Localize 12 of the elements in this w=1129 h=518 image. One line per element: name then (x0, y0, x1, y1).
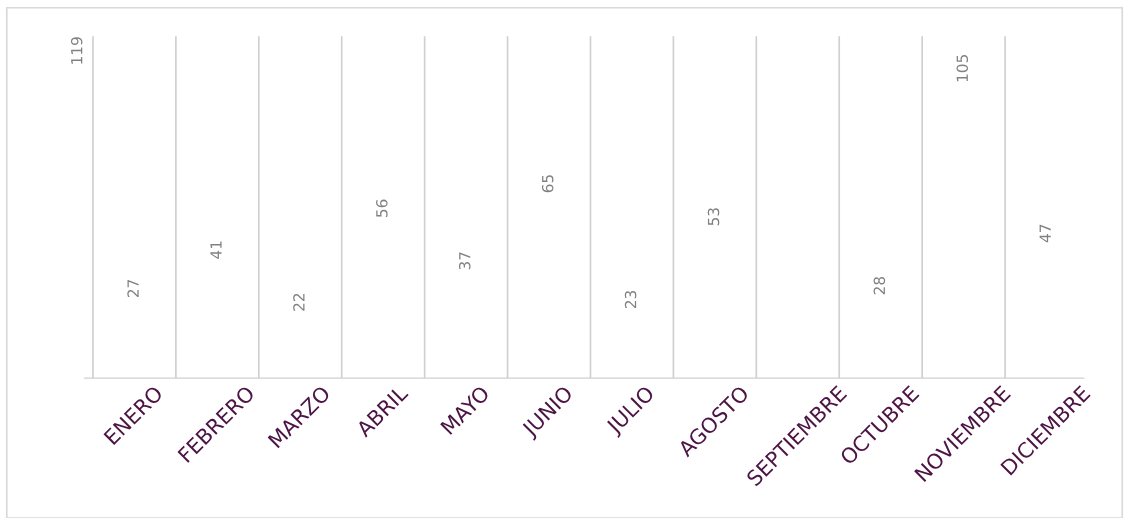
data-label: 105 (956, 55, 969, 82)
data-label: 37 (458, 252, 471, 270)
text: 119 (70, 37, 83, 64)
data-label: 56 (376, 199, 388, 217)
data-label: 22 (293, 294, 305, 311)
data-label: 27 (127, 279, 139, 297)
data-label: 53 (707, 208, 720, 226)
data-label: 41 (210, 241, 222, 259)
data-label: 65 (541, 175, 554, 193)
data-label: 47 (1039, 224, 1051, 243)
data-label: 23 (624, 290, 637, 309)
data-label: 28 (873, 276, 886, 295)
